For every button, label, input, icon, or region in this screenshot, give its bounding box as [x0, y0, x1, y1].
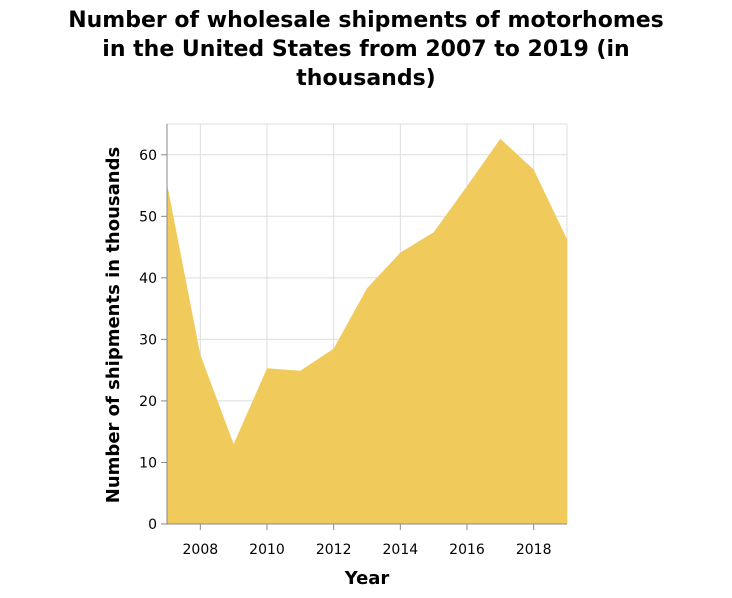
y-tick-label-10: 10: [139, 455, 157, 471]
chart-title-line-1: Number of wholesale shipments of motorho…: [68, 8, 664, 33]
x-tick-label-2018: 2018: [516, 542, 552, 558]
y-axis-title: Number of shipments in thousands: [103, 147, 124, 503]
chart-title-line-3: thousands): [296, 66, 436, 91]
tick-labels: 0 10 20 30 40 50 60 2008 2010 2012 2014 2016 2018: [139, 148, 551, 558]
y-tick-label-50: 50: [139, 209, 157, 225]
y-tick-label-0: 0: [148, 517, 157, 533]
chart-title: Number of wholesale shipments of motorho…: [0, 6, 732, 93]
y-tick-label-60: 60: [139, 148, 157, 164]
x-tick-label-2014: 2014: [383, 542, 419, 558]
axes: [161, 124, 567, 530]
x-axis-title: Year: [344, 568, 390, 589]
chart-title-line-2: in the United States from 2007 to 2019 (…: [102, 37, 630, 62]
x-tick-label-2016: 2016: [449, 542, 485, 558]
x-tick-label-2008: 2008: [183, 542, 219, 558]
area-series: [167, 138, 567, 524]
x-tick-label-2012: 2012: [316, 542, 352, 558]
y-tick-label-30: 30: [139, 332, 157, 348]
area-fill: [167, 138, 567, 524]
y-tick-label-20: 20: [139, 394, 157, 410]
x-tick-label-2010: 2010: [249, 542, 285, 558]
y-tick-label-40: 40: [139, 271, 157, 287]
